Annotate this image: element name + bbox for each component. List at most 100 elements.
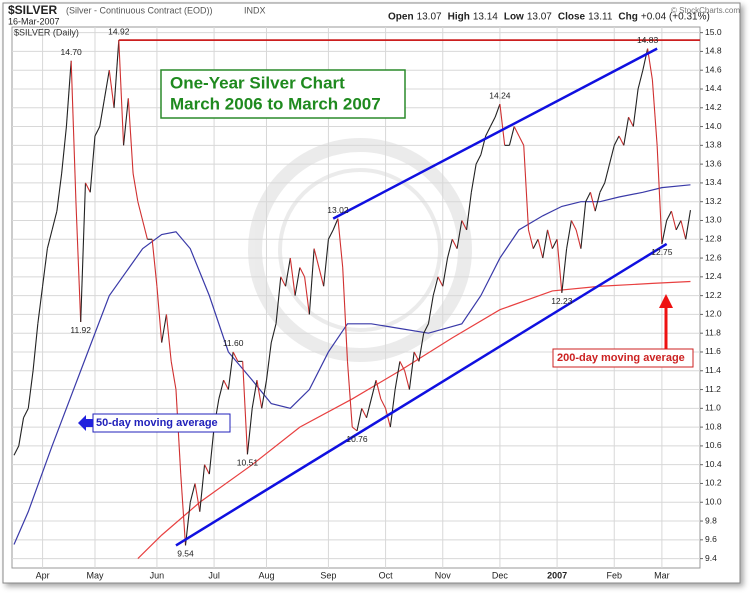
price-segment	[399, 361, 406, 372]
stat-value: +0.04 (+0.31%)	[641, 12, 710, 23]
price-segment	[304, 276, 310, 315]
price-segment	[446, 239, 453, 259]
price-segment	[123, 98, 129, 146]
price-segment	[651, 79, 658, 146]
symbol: $SILVER	[8, 3, 57, 17]
y-tick-label: 11.0	[705, 403, 721, 413]
price-segment	[99, 98, 106, 127]
value-label: 9.54	[177, 549, 194, 559]
price-segment	[65, 60, 72, 127]
price-segment	[628, 116, 634, 127]
stat-value: 13.14	[473, 12, 498, 23]
price-segment	[165, 314, 172, 362]
trendline	[332, 47, 658, 220]
y-tick-label: 10.4	[705, 459, 722, 469]
y-tick-label: 13.4	[705, 177, 722, 187]
price-segment	[170, 361, 177, 390]
title-box: One-Year Silver Chart March 2006 to Marc…	[160, 69, 406, 119]
price-segment	[456, 220, 463, 249]
price-segment	[675, 220, 682, 231]
price-segment	[666, 210, 672, 221]
y-tick-label: 14.0	[705, 121, 722, 131]
price-segment	[56, 173, 63, 212]
price-segment	[227, 351, 234, 390]
price-segment	[151, 239, 158, 287]
price-segment	[127, 98, 134, 174]
y-tick-label: 13.8	[705, 140, 722, 150]
price-segment	[642, 48, 649, 71]
price-segment	[232, 351, 239, 362]
annotation-arrow	[78, 415, 93, 431]
y-tick-label: 11.6	[705, 346, 721, 356]
y-tick-label: 10.6	[705, 440, 722, 450]
copyright: © StockCharts.com	[671, 6, 740, 15]
y-tick-label: 10.8	[705, 421, 722, 431]
price-segment	[204, 464, 210, 475]
price-segment	[537, 239, 544, 259]
price-segment	[23, 408, 29, 418]
y-tick-label: 15.0	[705, 27, 722, 37]
y-tick-label: 12.0	[705, 309, 722, 319]
price-segment	[404, 370, 410, 390]
stat-label: Open	[388, 12, 414, 23]
price-segment	[189, 483, 196, 503]
price-segment	[566, 220, 572, 249]
price-segment	[599, 182, 606, 193]
price-segment	[580, 201, 587, 249]
y-tick-label: 13.0	[705, 215, 722, 225]
stat-value: 13.11	[588, 12, 613, 23]
title-frame	[160, 69, 406, 119]
price-segment	[523, 145, 530, 230]
price-segment	[18, 417, 25, 446]
price-segment	[513, 126, 520, 137]
value-label: 12.23	[551, 296, 573, 306]
x-tick-label: Sep	[320, 570, 336, 580]
price-segment	[32, 323, 39, 371]
price-segment	[327, 229, 334, 240]
x-tick-label: 2007	[547, 570, 567, 580]
price-segment	[542, 229, 549, 259]
price-segment	[451, 239, 458, 249]
price-segment	[413, 351, 420, 362]
price-segment	[103, 70, 110, 99]
price-segment	[246, 408, 253, 455]
price-segment	[618, 135, 625, 146]
price-segment	[418, 333, 425, 362]
price-segment	[365, 398, 372, 418]
price-segment	[180, 474, 187, 546]
plot-area	[11, 26, 701, 569]
value-label: 13.02	[327, 205, 349, 215]
x-tick-label: May	[86, 570, 104, 580]
x-tick-label: Feb	[606, 570, 622, 580]
price-segment	[289, 257, 296, 296]
price-segment	[313, 248, 320, 268]
price-segment	[432, 276, 439, 296]
price-segment	[308, 248, 315, 315]
stat-value: 13.07	[417, 12, 442, 23]
value-label: 12.75	[651, 247, 673, 257]
price-segment	[37, 286, 44, 324]
price-segment	[13, 445, 20, 456]
price-segment	[561, 248, 568, 293]
price-segment	[527, 229, 534, 249]
price-segment	[466, 192, 472, 230]
y-tick-label: 11.8	[705, 327, 721, 337]
price-segment	[489, 116, 496, 127]
price-segment	[156, 286, 163, 343]
y-tick-label: 14.4	[705, 83, 722, 93]
price-segment	[570, 220, 577, 231]
annotation-text: 200-day moving average	[557, 352, 685, 364]
price-segment	[637, 70, 644, 90]
x-tick-label: Jun	[150, 570, 165, 580]
y-tick-label: 9.6	[705, 534, 717, 544]
y-tick-label: 9.4	[705, 553, 717, 563]
price-segment	[280, 276, 287, 287]
price-segment	[270, 323, 277, 343]
price-segment	[613, 135, 620, 146]
y-tick-label: 13.2	[705, 196, 722, 206]
price-segment	[661, 220, 668, 245]
price-segment	[423, 323, 429, 334]
ma50-annotation: 50-day moving average	[78, 413, 231, 433]
x-tick-label: Nov	[435, 570, 452, 580]
